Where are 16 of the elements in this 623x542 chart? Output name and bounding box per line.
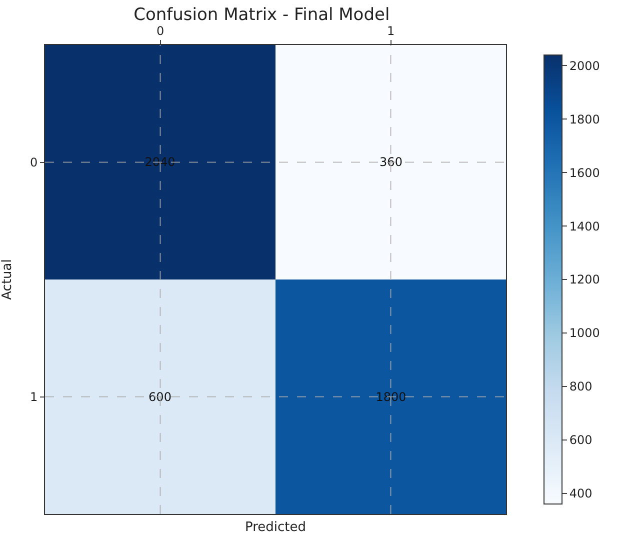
color-bar-label: 2000 — [569, 58, 600, 73]
chart-title: Confusion Matrix - Final Model — [134, 5, 390, 26]
color-bar-label: 400 — [569, 486, 592, 501]
data-label: 2040 — [144, 155, 176, 170]
y-axis-title: Actual — [0, 259, 15, 300]
data-label: 1800 — [376, 390, 406, 404]
color-bar-label: 600 — [569, 433, 592, 448]
color-bar-label: 1800 — [569, 112, 600, 126]
color-bar-label: 1200 — [569, 272, 600, 287]
x-axis-title: Predicted — [245, 520, 306, 535]
color-bar-label: 1400 — [569, 219, 600, 234]
color-bar-label: 800 — [569, 380, 592, 394]
color-bar-label: 1600 — [569, 166, 600, 180]
color-bar-label: 1000 — [569, 326, 600, 340]
data-label: 360 — [380, 155, 402, 170]
data-label: 600 — [148, 390, 172, 404]
